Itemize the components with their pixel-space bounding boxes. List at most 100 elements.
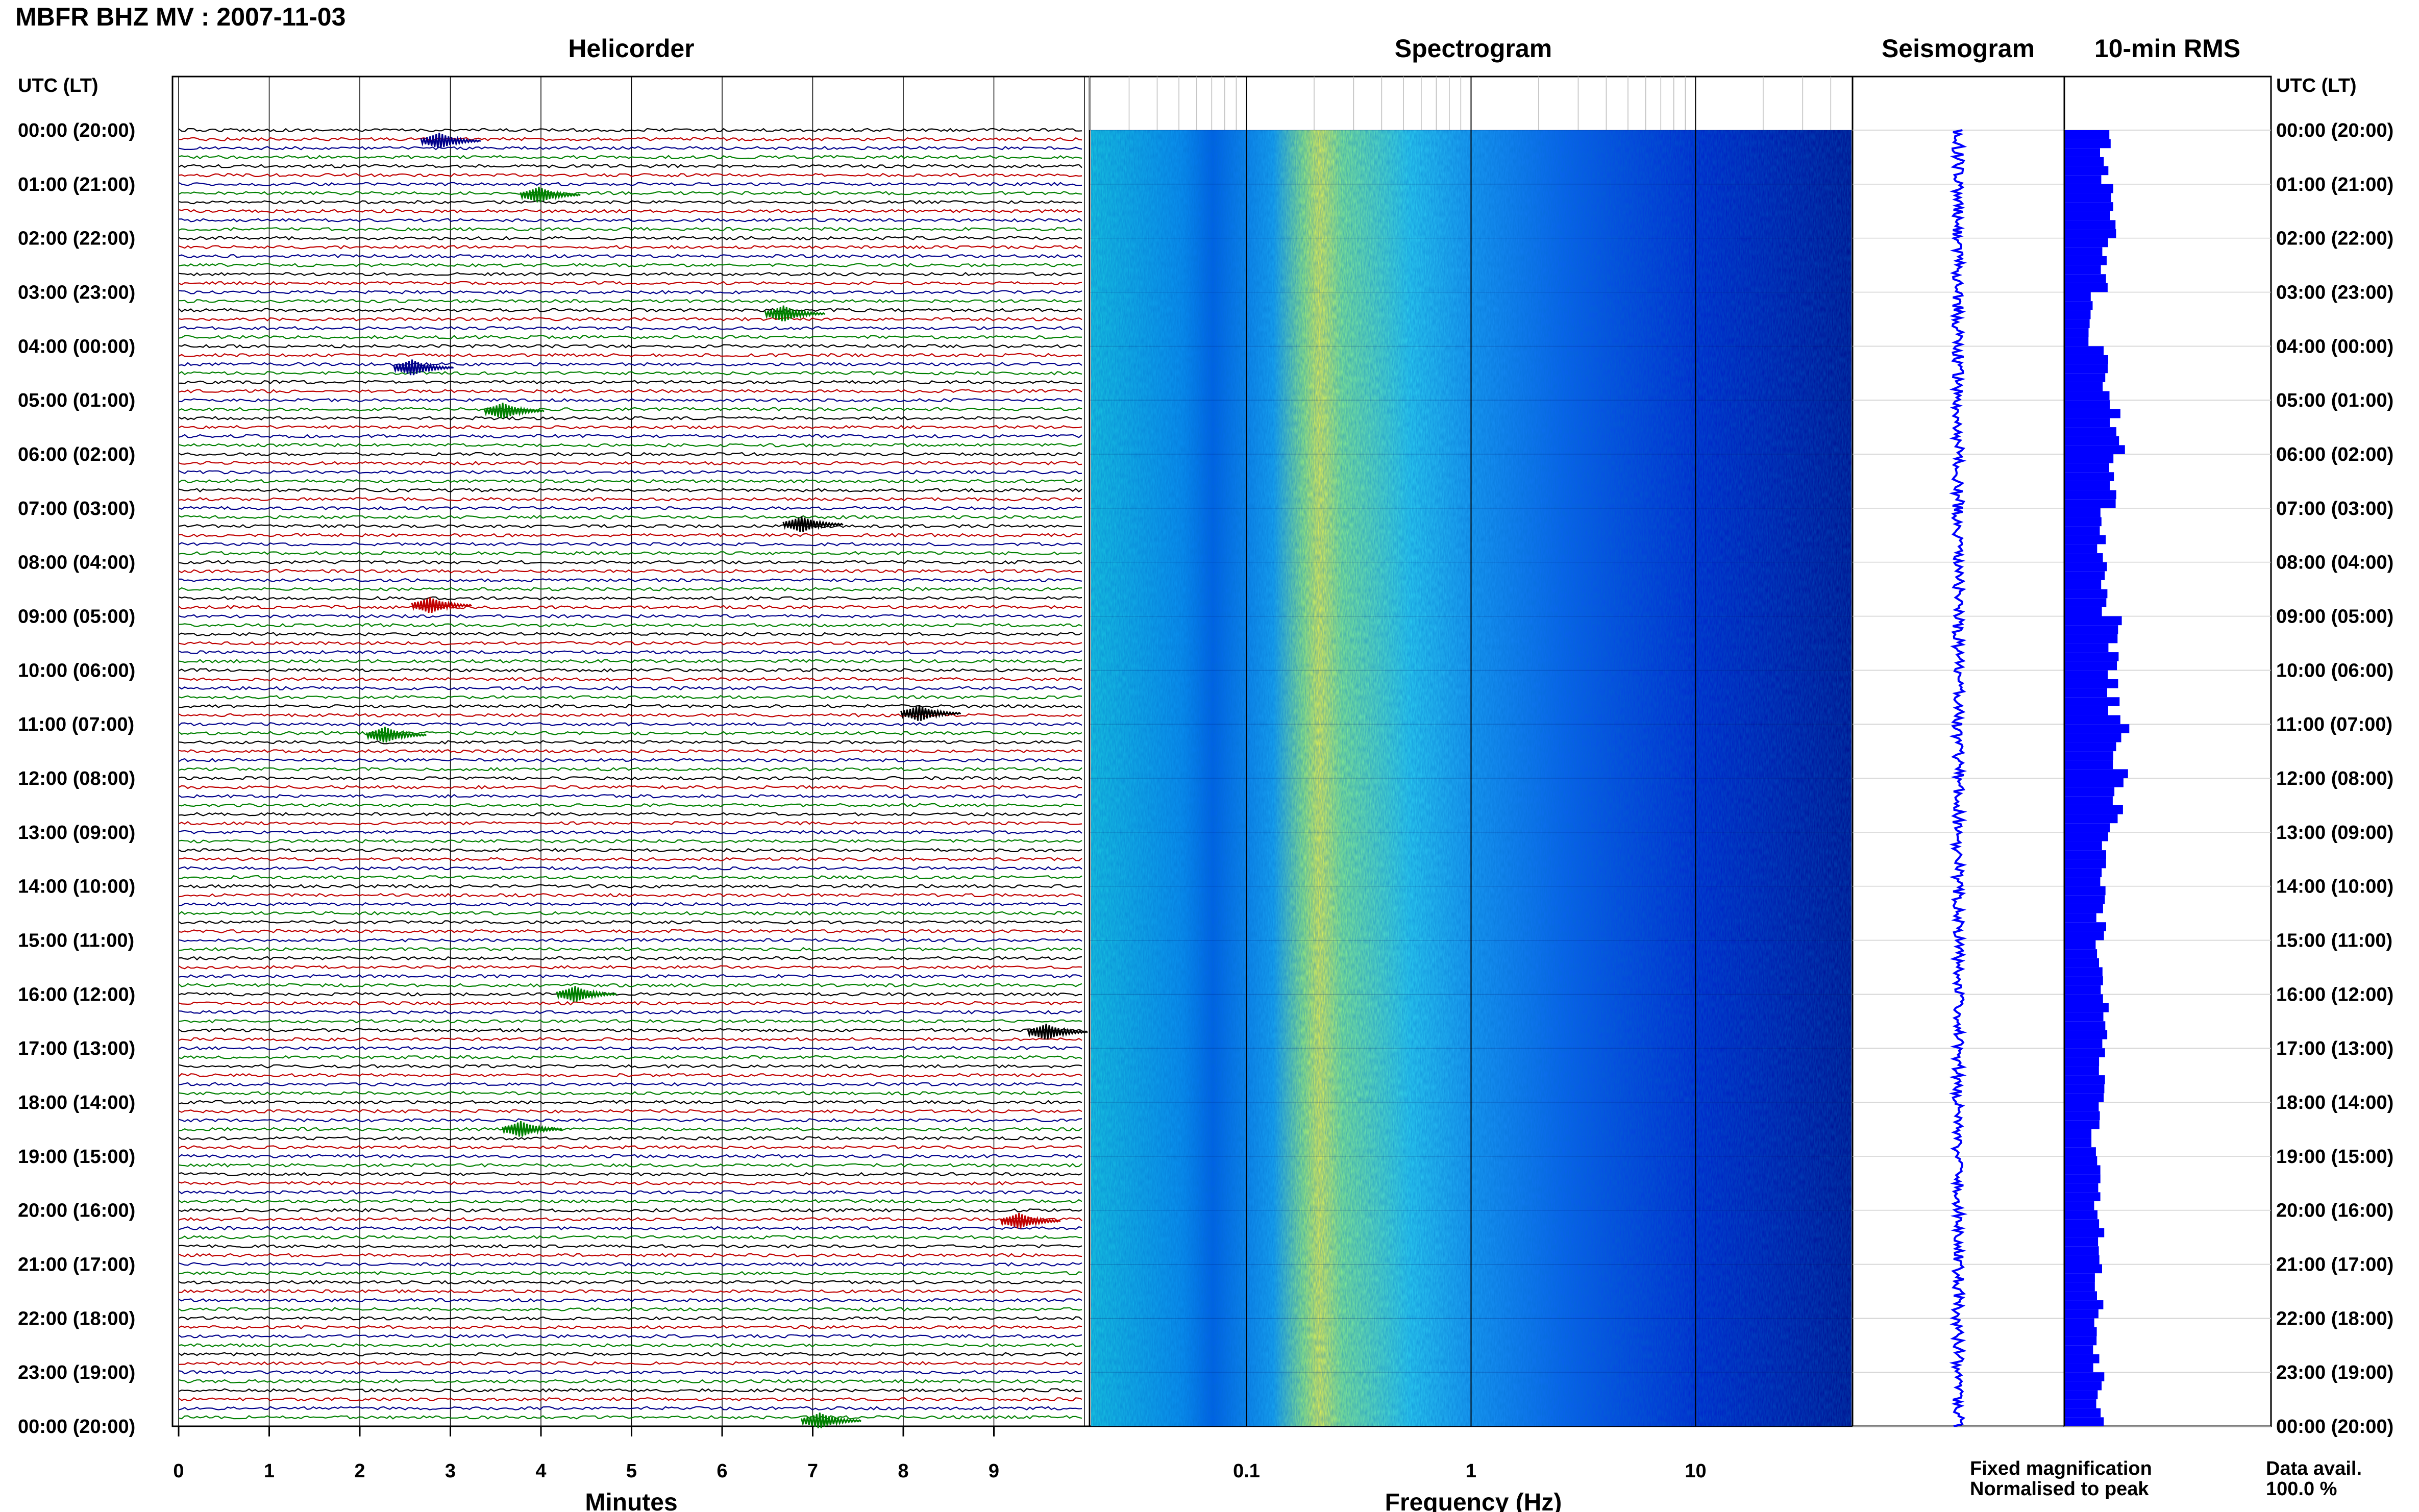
x-tick-label: 2 [354, 1460, 365, 1482]
helicorder-trace [178, 722, 1082, 727]
rms-bar [2064, 508, 2101, 517]
helicorder-trace [178, 839, 1082, 844]
rms-bar [2064, 382, 2103, 391]
rms-bar [2064, 310, 2091, 319]
rms-bar [2064, 1174, 2101, 1183]
time-label-left: 13:00 (09:00) [18, 822, 135, 844]
helicorder-trace [178, 1352, 1082, 1357]
rms-bar [2064, 1138, 2092, 1148]
rms-bar [2064, 256, 2107, 265]
helicorder-trace [178, 1226, 1082, 1231]
rms-bar [2064, 922, 2106, 931]
time-label-right: 00:00 (20:00) [2276, 120, 2393, 141]
rms-bar [2064, 868, 2102, 878]
rms-bar [2064, 526, 2100, 535]
x-tick-label: 1 [264, 1460, 275, 1482]
rms-bar [2064, 1246, 2099, 1255]
x-tick-label: 6 [717, 1460, 727, 1482]
rms-bar [2064, 553, 2103, 562]
time-label-left: 05:00 (01:00) [18, 390, 135, 411]
helicorder-trace [178, 929, 1082, 934]
rms-bar [2064, 409, 2120, 418]
rms-bar [2064, 157, 2104, 166]
rms-bar [2064, 814, 2118, 824]
helicorder-trace [178, 1073, 1082, 1078]
helicorder-trace [178, 623, 1082, 628]
helicorder-trace [178, 155, 1082, 160]
helicorder-trace [178, 353, 1082, 358]
helicorder-trace [178, 370, 1082, 376]
helicorder-x-ticks: 0 1 2 3 4 5 6 7 8 9 [173, 1426, 999, 1482]
rms-bar [2064, 625, 2118, 634]
rms-bar [2064, 634, 2118, 643]
time-label-left: 20:00 (16:00) [18, 1200, 135, 1222]
rms-bar [2064, 796, 2113, 805]
helicorder-trace [178, 983, 1082, 988]
helicorder-trace [178, 1244, 1082, 1249]
x-tick-label: 9 [989, 1460, 999, 1482]
helicorder-trace [178, 442, 1082, 448]
rms-bar [2064, 616, 2122, 626]
rms-bar [2064, 598, 2107, 607]
rms-bar [2064, 292, 2091, 302]
rms-bar [2064, 850, 2106, 859]
time-label-right: 13:00 (09:00) [2276, 822, 2393, 844]
rms-bar [2064, 1201, 2094, 1210]
helicorder-trace [178, 893, 1082, 898]
helicorder-trace [178, 677, 1082, 682]
helicorder-panel-title: Helicorder [568, 34, 694, 63]
rms-bar [2064, 562, 2107, 572]
freq-tick-label: 0.1 [1233, 1460, 1260, 1482]
rms-bar [2064, 265, 2101, 275]
helicorder-trace [178, 1289, 1082, 1294]
rms-bar [2064, 1084, 2105, 1094]
rms-bar [2064, 472, 2114, 481]
seismic-event [420, 133, 481, 148]
time-label-right: 10:00 (06:00) [2276, 660, 2393, 681]
helicorder-trace [178, 920, 1082, 925]
helicorder-trace [178, 1343, 1082, 1348]
rms-bar [2064, 787, 2115, 797]
helicorder-trace [178, 533, 1082, 538]
rms-bar [2064, 1030, 2108, 1039]
rms-bar [2064, 607, 2102, 616]
rms-bar [2064, 1228, 2105, 1237]
rms-bar [2064, 1120, 2100, 1129]
rms-bar [2064, 823, 2110, 832]
helicorder-trace [178, 767, 1082, 772]
helicorder-trace [178, 1145, 1082, 1150]
time-label-left: 17:00 (13:00) [18, 1038, 135, 1059]
helicorder-trace [178, 1181, 1082, 1186]
helicorder-trace [178, 704, 1082, 709]
seismic-event [1000, 1212, 1061, 1229]
helicorder-trace [178, 497, 1082, 502]
rms-bar [2064, 985, 2101, 995]
helicorder-trace [178, 479, 1082, 484]
time-label-left: 19:00 (15:00) [18, 1146, 135, 1168]
rms-bar [2064, 877, 2101, 886]
rms-bar [2064, 571, 2105, 580]
helicorder-trace [178, 1415, 1082, 1420]
rms-bar [2064, 913, 2096, 923]
time-label-right: 14:00 (10:00) [2276, 876, 2393, 898]
x-tick-label: 5 [626, 1460, 637, 1482]
rms-bar [2064, 139, 2111, 148]
rms-bar [2064, 499, 2116, 508]
rms-bar [2064, 805, 2123, 814]
helicorder-trace [178, 1127, 1082, 1132]
helicorder-trace [178, 965, 1082, 970]
helicorder-trace [178, 713, 1082, 717]
rms-bar [2064, 427, 2116, 436]
seismic-event [764, 305, 826, 321]
helicorder-trace [178, 866, 1082, 871]
helicorder-trace [178, 1019, 1082, 1024]
time-label-right: 18:00 (14:00) [2276, 1092, 2393, 1113]
helicorder-trace [178, 263, 1082, 267]
helicorder-trace [178, 1406, 1082, 1411]
time-label-right: 02:00 (22:00) [2276, 228, 2393, 250]
rms-bar [2064, 778, 2124, 787]
x-tick-label: 8 [898, 1460, 908, 1482]
helicorder-trace [178, 668, 1082, 673]
helicorder-trace [178, 857, 1082, 862]
rms-bar [2064, 1156, 2097, 1166]
